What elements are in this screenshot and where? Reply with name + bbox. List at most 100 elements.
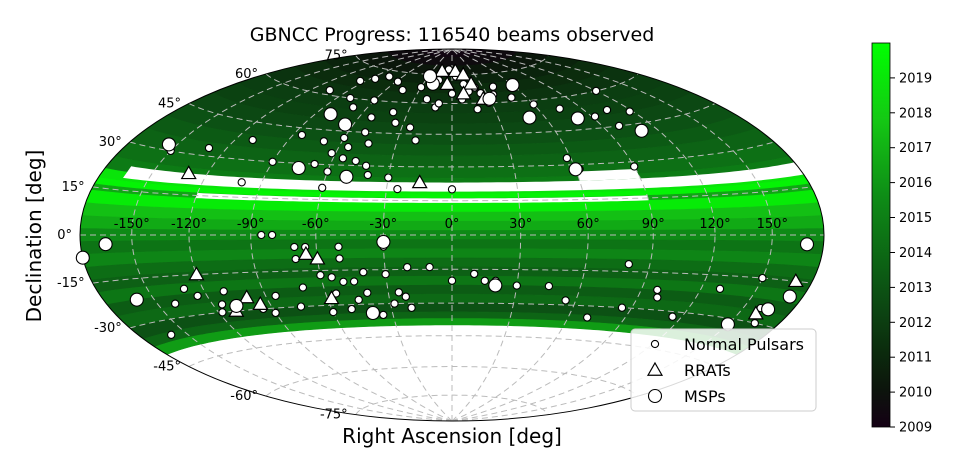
msp-marker xyxy=(291,160,306,176)
pulsar-marker xyxy=(758,273,767,283)
ra-tick-label: 90° xyxy=(642,217,665,232)
msp-marker xyxy=(761,302,776,317)
pulsar-marker xyxy=(416,83,426,92)
rrat-marker xyxy=(297,245,314,260)
parallel-line xyxy=(129,141,775,168)
pulsar-marker xyxy=(488,82,498,91)
sky-boundary xyxy=(79,48,825,422)
msp-marker xyxy=(338,117,353,132)
pulsar-marker xyxy=(367,113,376,122)
pulsar-marker xyxy=(389,108,398,117)
pulsar-marker xyxy=(310,159,319,169)
colorbar-tick-label: 2009 xyxy=(899,421,932,436)
msp-marker xyxy=(799,237,815,252)
msp-marker xyxy=(229,298,244,313)
pulsar-marker xyxy=(219,287,228,296)
pulsar-marker xyxy=(398,85,407,95)
pulsar-marker xyxy=(470,269,479,279)
msp-marker xyxy=(365,305,380,321)
pulsar-marker xyxy=(425,262,434,272)
colorbar-tick-label: 2012 xyxy=(899,316,932,331)
msp-marker xyxy=(505,78,520,93)
parallel-line xyxy=(188,103,716,135)
pulsar-marker xyxy=(193,291,202,301)
pulsar-marker xyxy=(544,281,554,291)
pulsar-marker xyxy=(354,295,363,304)
pulsar-marker xyxy=(217,300,227,309)
pulsar-marker xyxy=(361,128,370,137)
dec-tick-label: -45° xyxy=(153,360,181,375)
msp-marker xyxy=(98,237,113,252)
ra-tick-label: -60° xyxy=(302,217,330,232)
pulsar-marker xyxy=(347,304,356,314)
pulsar-marker xyxy=(385,72,394,81)
pulsar-marker xyxy=(562,153,572,163)
pulsar-marker xyxy=(171,299,180,308)
pulsar-marker xyxy=(344,142,353,152)
pulsar-marker xyxy=(318,183,327,192)
y-axis-label: Declination [deg] xyxy=(22,150,46,323)
pulsar-marker xyxy=(393,184,402,194)
colorbar-tick-label: 2019 xyxy=(899,71,932,86)
msp-marker xyxy=(482,91,497,106)
pulsar-marker xyxy=(370,96,379,105)
rrat-marker xyxy=(434,62,451,77)
legend: Normal Pulsars RRATs MSPs xyxy=(630,328,817,412)
chart-title: GBNCC Progress: 116540 beams observed xyxy=(250,24,655,46)
pulsar-marker xyxy=(403,263,412,272)
legend-marker xyxy=(650,339,660,349)
pulsar-marker xyxy=(271,291,280,301)
pulsar-marker xyxy=(329,307,338,317)
rrat-marker xyxy=(309,250,326,265)
pulsar-marker xyxy=(379,310,388,320)
pulsar-marker xyxy=(290,242,299,252)
pulsar-marker xyxy=(291,254,300,264)
ra-tick-label: -150° xyxy=(114,217,150,232)
colorbar-tick-label: 2010 xyxy=(899,386,932,401)
pulsar-marker xyxy=(381,270,390,279)
legend-label: RRATs xyxy=(684,361,731,380)
pulsar-marker xyxy=(447,185,457,194)
pulsar-marker xyxy=(480,276,489,285)
rrat-marker xyxy=(455,85,472,100)
pulsar-marker xyxy=(257,230,266,240)
ra-tick-label: 0° xyxy=(445,217,460,232)
rrat-marker xyxy=(323,290,340,305)
colorbar-tick-label: 2016 xyxy=(899,176,932,191)
pulsar-marker xyxy=(625,107,634,116)
pulsar-marker xyxy=(248,135,257,145)
dec-tick-label: 45° xyxy=(158,97,181,112)
pulsar-marker xyxy=(319,137,329,146)
pulsar-marker xyxy=(338,154,348,163)
pulsar-marker xyxy=(507,93,516,102)
meridian-line xyxy=(451,49,589,421)
ra-tick-label: 60° xyxy=(577,217,600,232)
pulsar-marker xyxy=(349,277,359,286)
pulsar-marker xyxy=(340,133,349,143)
tick-labels: -150° -120° -90° -60° -30° 0° 30° 60° 90° 120° 150… xyxy=(57,48,788,422)
pulsar-marker xyxy=(327,273,336,282)
pulsar-marker xyxy=(624,260,633,269)
pulsar-marker xyxy=(296,302,306,311)
pulsar-marker xyxy=(204,143,214,153)
colorbar-tick-label: 2017 xyxy=(899,141,932,156)
msp-marker xyxy=(422,69,438,84)
ra-tick-label: 30° xyxy=(509,217,532,232)
rrat-marker xyxy=(747,305,764,320)
rrat-marker xyxy=(188,266,205,281)
msp-marker xyxy=(488,278,503,293)
pulsar-marker xyxy=(356,76,365,86)
pulsar-marker xyxy=(407,303,416,312)
pulsar-marker xyxy=(384,173,393,182)
pulsar-marker xyxy=(447,276,457,285)
colorbar-bar xyxy=(871,42,891,428)
legend-label: Normal Pulsars xyxy=(684,335,804,354)
msp-marker xyxy=(570,111,585,126)
msp-marker xyxy=(568,162,583,177)
dec-tick-label: -75° xyxy=(320,408,348,423)
unobserved-region xyxy=(576,168,641,181)
pulsar-marker xyxy=(512,281,521,290)
colorbar: 2009 2010 2011 2012 2013 2014 2015 2016 2017 2018… xyxy=(871,42,932,436)
pulsar-marker xyxy=(349,103,358,112)
